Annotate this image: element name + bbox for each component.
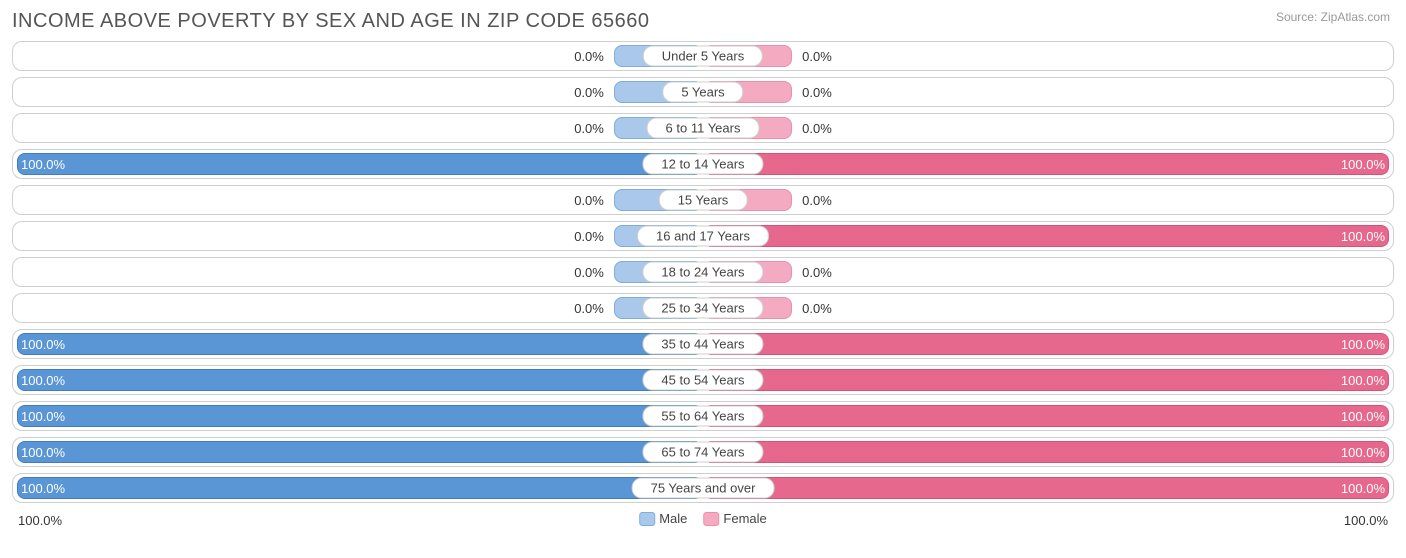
legend-label-female: Female <box>723 511 766 526</box>
bar-row: 0.0% 100.0% 16 and 17 Years <box>12 221 1394 251</box>
male-value-label: 0.0% <box>574 294 604 322</box>
female-bar <box>703 477 1389 499</box>
category-badge: 18 to 24 Years <box>642 262 763 283</box>
male-value-label: 100.0% <box>21 150 65 178</box>
bar-row: 100.0% 100.0% 35 to 44 Years <box>12 329 1394 359</box>
chart-header: INCOME ABOVE POVERTY BY SEX AND AGE IN Z… <box>0 0 1406 39</box>
male-value-label: 100.0% <box>21 330 65 358</box>
male-bar <box>17 477 703 499</box>
category-badge: 12 to 14 Years <box>642 154 763 175</box>
bar-row: 0.0% 0.0% Under 5 Years <box>12 41 1394 71</box>
female-value-label: 100.0% <box>1341 330 1385 358</box>
bar-row: 0.0% 0.0% 5 Years <box>12 77 1394 107</box>
male-value-label: 0.0% <box>574 114 604 142</box>
male-value-label: 0.0% <box>574 222 604 250</box>
female-bar <box>703 405 1389 427</box>
bar-row: 0.0% 0.0% 15 Years <box>12 185 1394 215</box>
male-value-label: 0.0% <box>574 186 604 214</box>
female-value-label: 0.0% <box>802 294 832 322</box>
male-value-label: 100.0% <box>21 402 65 430</box>
male-bar <box>17 153 703 175</box>
bar-row: 0.0% 0.0% 25 to 34 Years <box>12 293 1394 323</box>
bar-row: 100.0% 100.0% 12 to 14 Years <box>12 149 1394 179</box>
legend-swatch-female <box>703 512 719 526</box>
chart-source: Source: ZipAtlas.com <box>1276 10 1390 24</box>
category-badge: 45 to 54 Years <box>642 370 763 391</box>
female-value-label: 0.0% <box>802 42 832 70</box>
category-badge: 35 to 44 Years <box>642 334 763 355</box>
category-badge: 6 to 11 Years <box>647 118 760 139</box>
bar-row: 100.0% 100.0% 55 to 64 Years <box>12 401 1394 431</box>
female-bar <box>703 369 1389 391</box>
category-badge: 25 to 34 Years <box>642 298 763 319</box>
bar-row: 0.0% 0.0% 6 to 11 Years <box>12 113 1394 143</box>
legend-item-female: Female <box>703 511 766 526</box>
female-value-label: 100.0% <box>1341 402 1385 430</box>
male-value-label: 0.0% <box>574 42 604 70</box>
legend-label-male: Male <box>659 511 687 526</box>
female-value-label: 100.0% <box>1341 438 1385 466</box>
category-badge: Under 5 Years <box>643 46 763 67</box>
male-value-label: 100.0% <box>21 438 65 466</box>
legend-swatch-male <box>639 512 655 526</box>
female-value-label: 100.0% <box>1341 150 1385 178</box>
bar-row: 100.0% 100.0% 45 to 54 Years <box>12 365 1394 395</box>
female-value-label: 0.0% <box>802 186 832 214</box>
male-value-label: 0.0% <box>574 78 604 106</box>
female-bar <box>703 153 1389 175</box>
category-badge: 15 Years <box>659 190 748 211</box>
legend-item-male: Male <box>639 511 687 526</box>
male-bar <box>17 333 703 355</box>
male-value-label: 100.0% <box>21 474 65 502</box>
female-bar <box>703 225 1389 247</box>
female-bar <box>703 333 1389 355</box>
category-badge: 16 and 17 Years <box>637 226 769 247</box>
female-value-label: 0.0% <box>802 78 832 106</box>
bar-row: 100.0% 100.0% 65 to 74 Years <box>12 437 1394 467</box>
female-value-label: 100.0% <box>1341 222 1385 250</box>
female-bar <box>703 441 1389 463</box>
category-badge: 65 to 74 Years <box>642 442 763 463</box>
category-badge: 55 to 64 Years <box>642 406 763 427</box>
male-value-label: 100.0% <box>21 366 65 394</box>
category-badge: 75 Years and over <box>632 478 775 499</box>
male-value-label: 0.0% <box>574 258 604 286</box>
female-value-label: 0.0% <box>802 114 832 142</box>
chart-footer: 100.0% Male Female 100.0% <box>0 509 1406 539</box>
male-bar <box>17 405 703 427</box>
male-bar <box>17 369 703 391</box>
male-bar <box>17 441 703 463</box>
chart-container: INCOME ABOVE POVERTY BY SEX AND AGE IN Z… <box>0 0 1406 558</box>
female-value-label: 100.0% <box>1341 366 1385 394</box>
female-value-label: 0.0% <box>802 258 832 286</box>
category-badge: 5 Years <box>662 82 743 103</box>
axis-label-right: 100.0% <box>1344 513 1388 528</box>
female-value-label: 100.0% <box>1341 474 1385 502</box>
legend: Male Female <box>639 511 767 526</box>
axis-label-left: 100.0% <box>18 513 62 528</box>
chart-title: INCOME ABOVE POVERTY BY SEX AND AGE IN Z… <box>12 10 649 33</box>
bar-row: 100.0% 100.0% 75 Years and over <box>12 473 1394 503</box>
bar-row: 0.0% 0.0% 18 to 24 Years <box>12 257 1394 287</box>
chart-rows: 0.0%0.0%Under 5 Years0.0%0.0%5 Years0.0%… <box>0 39 1406 503</box>
